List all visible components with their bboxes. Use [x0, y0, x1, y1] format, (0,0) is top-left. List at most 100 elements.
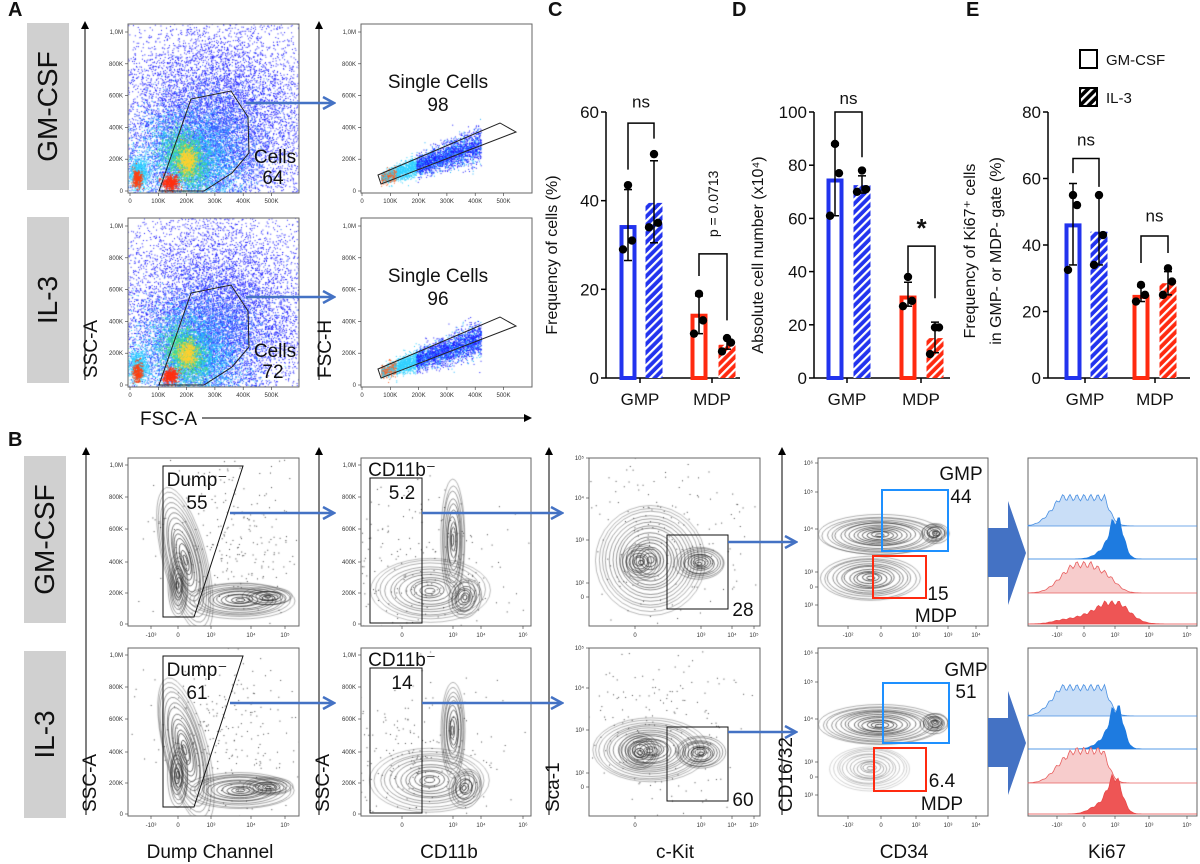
y-tick-label: 800K: [342, 62, 356, 68]
mdp-gate-value: 15: [927, 584, 948, 605]
x-tick-label: -10²: [843, 633, 854, 639]
x-tick-label: 10²: [912, 823, 921, 829]
data-point: [825, 211, 835, 220]
plot-frame: [1027, 457, 1198, 627]
gmp-gate-value: 51: [955, 682, 976, 703]
ckit-gate: [666, 534, 729, 610]
y-tick-label: 600K: [109, 94, 123, 100]
ckit-gate-value: 60: [732, 790, 753, 811]
plot-frame: [127, 23, 300, 194]
panel-label-a: A: [8, 0, 22, 21]
x-tick-label: 100K: [383, 199, 397, 205]
histogram-mdp-gm-csf: [1027, 560, 1197, 594]
y-tick-label: 600K: [342, 94, 356, 100]
significance-bracket: [907, 245, 936, 299]
x-tick-label: 500K: [496, 393, 510, 399]
data-point: [1068, 190, 1078, 200]
y-tick-label: 10²: [575, 771, 584, 777]
y-tick-label: 10³: [575, 728, 584, 734]
data-point: [618, 245, 628, 254]
y-tick-label: 60: [1022, 170, 1041, 189]
condition-box: [27, 23, 69, 190]
x-tick-label: 0: [360, 199, 364, 205]
legend-label: GM-CSF: [1106, 52, 1165, 69]
y-tick-label: 600K: [109, 717, 123, 723]
single-cells-label: Single Cells: [388, 72, 488, 93]
histogram-gmp-il3: [1028, 705, 1197, 750]
histogram-mdp-gm-csf: [1027, 746, 1197, 784]
dump-gate-label: Dump⁻: [167, 470, 228, 491]
y-tick-label: 60: [580, 103, 599, 122]
y-tick-label: 10⁵: [804, 489, 814, 496]
x-tick-label: 100K: [383, 393, 397, 399]
x-tick-label: 300K: [440, 393, 454, 399]
significance-label: ns: [1077, 130, 1095, 149]
significance-bracket: [698, 253, 728, 321]
x-tick-label: 400K: [468, 393, 482, 399]
y-tick-label: 10³: [804, 603, 813, 609]
x-tick-label: 0: [879, 633, 883, 639]
data-point: [852, 187, 862, 196]
data-point: [717, 347, 727, 356]
y-tick-label: 20: [580, 280, 599, 299]
cells-gate-label: Cells: [254, 341, 296, 362]
y-tick-label: 0: [353, 383, 357, 389]
ckit-gate-value: 28: [732, 600, 753, 621]
y-tick-label: 0: [590, 369, 599, 388]
significance-label: ns: [1146, 207, 1164, 226]
x-tick-label: 10⁴: [727, 822, 737, 829]
x-tick-label: 10⁴: [971, 632, 981, 639]
y-tick-label: 0: [353, 622, 357, 628]
y-tick-label: 80: [1022, 103, 1041, 122]
x-tick-label: -10²: [843, 823, 854, 829]
x-tick-label: 0: [400, 823, 404, 829]
data-point: [653, 218, 663, 228]
y-tick-label: 10³: [804, 793, 813, 799]
x-tick-label: 300K: [208, 393, 222, 399]
plot-frame: [360, 647, 532, 817]
y-tick-label: 200K: [109, 591, 123, 597]
plot-frame: [360, 23, 533, 194]
gmp-gate: [881, 489, 949, 552]
y-axis-label: SSC-A: [81, 320, 102, 378]
y-tick-label: 10⁵: [575, 455, 585, 462]
y-tick-label: 800K: [109, 256, 123, 262]
y-tick-label: 0: [120, 812, 124, 818]
bar-il-3-mdp: [926, 338, 944, 378]
y-tick-label: 800K: [109, 685, 123, 691]
histogram-mdp-il3: [1028, 773, 1197, 815]
y-tick-label: 10⁴: [804, 526, 814, 533]
y-tick-label: 400K: [342, 319, 356, 325]
single-cells-gate: [377, 122, 518, 185]
plot-frame: [1027, 647, 1198, 817]
x-tick-label: 300K: [208, 199, 222, 205]
y-tick-label: 400K: [109, 750, 123, 756]
x-tick-label: 10⁵: [1182, 822, 1192, 829]
y-tick-label: 0: [581, 595, 585, 601]
x-tick-label: MDP: [902, 390, 940, 409]
y-tick-label: 200K: [342, 157, 356, 163]
panel-label: E: [966, 0, 979, 21]
x-tick-label: 10⁵: [280, 632, 290, 639]
plot-frame: [127, 457, 300, 627]
y-tick-label: 1,0M: [343, 463, 356, 469]
data-point: [694, 289, 704, 298]
x-tick-label: 10⁴: [246, 822, 256, 829]
y-tick-label: 200K: [109, 351, 123, 357]
y-tick-label: 100: [779, 103, 807, 122]
y-tick-label: 1,0M: [343, 653, 356, 659]
y-axis-title: Absolute cell number (x10⁴): [750, 156, 767, 353]
x-tick-label: 0: [176, 633, 180, 639]
y-tick-label: 10⁶: [804, 650, 814, 657]
significance-label: *: [916, 213, 927, 243]
condition-box: [24, 651, 66, 818]
single-cells-value: 96: [427, 289, 448, 310]
x-tick-label: 10⁵: [749, 632, 759, 639]
bar-il-3-gmp: [645, 202, 663, 378]
gmp-gate-label: GMP: [939, 464, 982, 485]
significance-label: p = 0.0713: [705, 170, 721, 237]
x-tick-label: 10³: [207, 823, 216, 829]
panel-label-b: B: [8, 429, 22, 451]
legend-swatch-hatched: [1079, 87, 1098, 107]
x-tick-label: 10²: [912, 633, 921, 639]
